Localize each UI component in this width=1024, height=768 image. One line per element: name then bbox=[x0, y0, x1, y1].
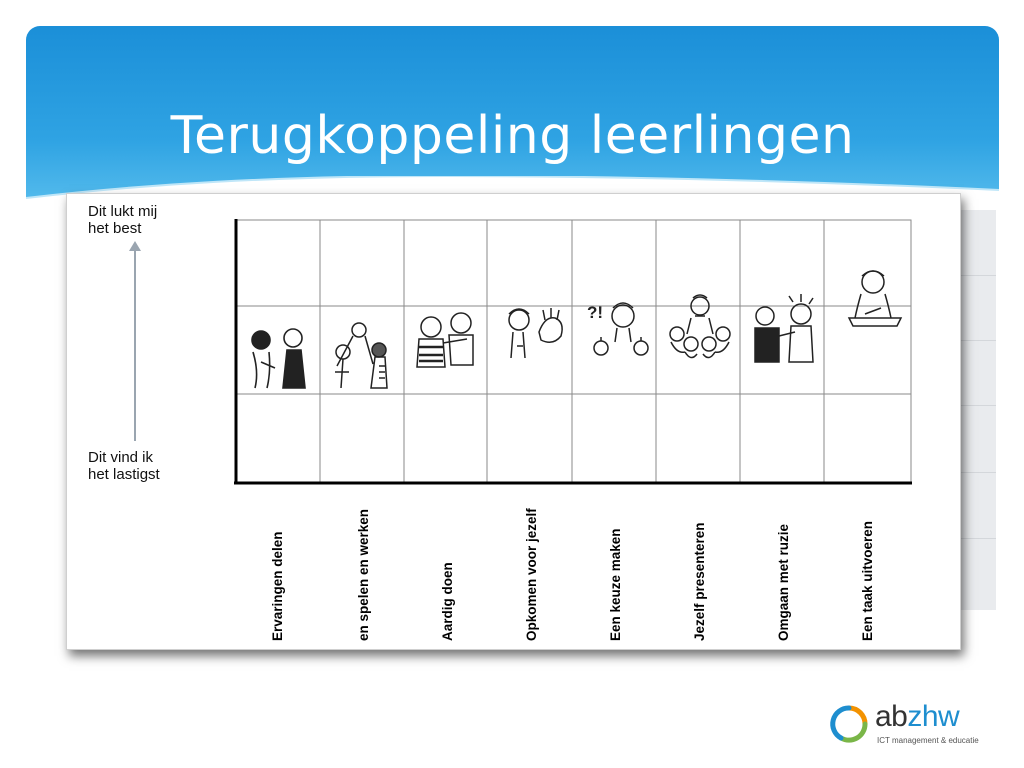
column-label: Een keuze maken bbox=[608, 486, 626, 656]
logo-highlight: zhw bbox=[907, 700, 960, 733]
child-writing-at-desk-icon bbox=[847, 270, 903, 327]
logo-prefix: ab bbox=[875, 700, 908, 733]
y-axis-bottom-label: Dit vind ik het lastigst bbox=[88, 449, 160, 483]
abzhw-logo: abzhw ICT management & educatie bbox=[829, 700, 989, 748]
column-label-text: Opkomen voor jezelf bbox=[524, 508, 539, 641]
column-label: Opkomen voor jezelf bbox=[524, 486, 542, 656]
children-hugging-icon bbox=[416, 312, 474, 368]
y-bottom-label-line-2: het lastigst bbox=[88, 466, 160, 483]
column-label-text: Een keuze maken bbox=[608, 528, 623, 641]
logo-wordmark: abzhw bbox=[875, 700, 960, 734]
logo-tagline: ICT management & educatie bbox=[877, 736, 979, 745]
y-top-label-line-1: Dit lukt mij bbox=[88, 203, 158, 220]
logo-swirl-icon bbox=[830, 705, 868, 743]
child-choosing-apples-icon: ?! bbox=[587, 302, 649, 356]
slide-title: Terugkoppeling leerlingen bbox=[170, 106, 855, 166]
children-arguing-icon bbox=[754, 294, 814, 363]
svg-text:?!: ?! bbox=[587, 303, 603, 322]
y-bottom-label-line-1: Dit vind ik bbox=[88, 449, 154, 466]
child-stop-hand-icon bbox=[508, 308, 563, 359]
column-label-text: Omgaan met ruzie bbox=[776, 523, 791, 641]
column-label-text: en spelen en werken bbox=[356, 508, 371, 641]
children-talking-icon bbox=[251, 328, 306, 389]
column-label: Omgaan met ruzie bbox=[776, 486, 794, 656]
column-label-text: Een taak uitvoeren bbox=[860, 520, 875, 641]
column-label: Jezelf presenteren bbox=[692, 486, 710, 656]
slide-header: Terugkoppeling leerlingen bbox=[26, 26, 999, 216]
rating-grid bbox=[234, 219, 912, 485]
column-label-text: Jezelf presenteren bbox=[692, 522, 707, 641]
column-label-text: Aardig doen bbox=[440, 562, 455, 641]
column-label: Ervaringen delen bbox=[270, 486, 288, 656]
column-label: Aardig doen bbox=[440, 486, 458, 656]
column-label: en spelen en werken bbox=[356, 486, 374, 656]
column-label: Een taak uitvoeren bbox=[860, 486, 878, 656]
up-arrow-icon bbox=[129, 241, 141, 441]
column-label-text: Ervaringen delen bbox=[270, 531, 285, 641]
children-playing-ball-icon bbox=[335, 322, 388, 389]
feedback-chart-figure: Dit lukt mij het best Dit vind ik het la… bbox=[66, 193, 961, 650]
child-presenting-to-group-icon bbox=[669, 294, 731, 359]
y-top-label-line-2: het best bbox=[88, 220, 142, 237]
y-axis-top-label: Dit lukt mij het best bbox=[88, 203, 157, 237]
